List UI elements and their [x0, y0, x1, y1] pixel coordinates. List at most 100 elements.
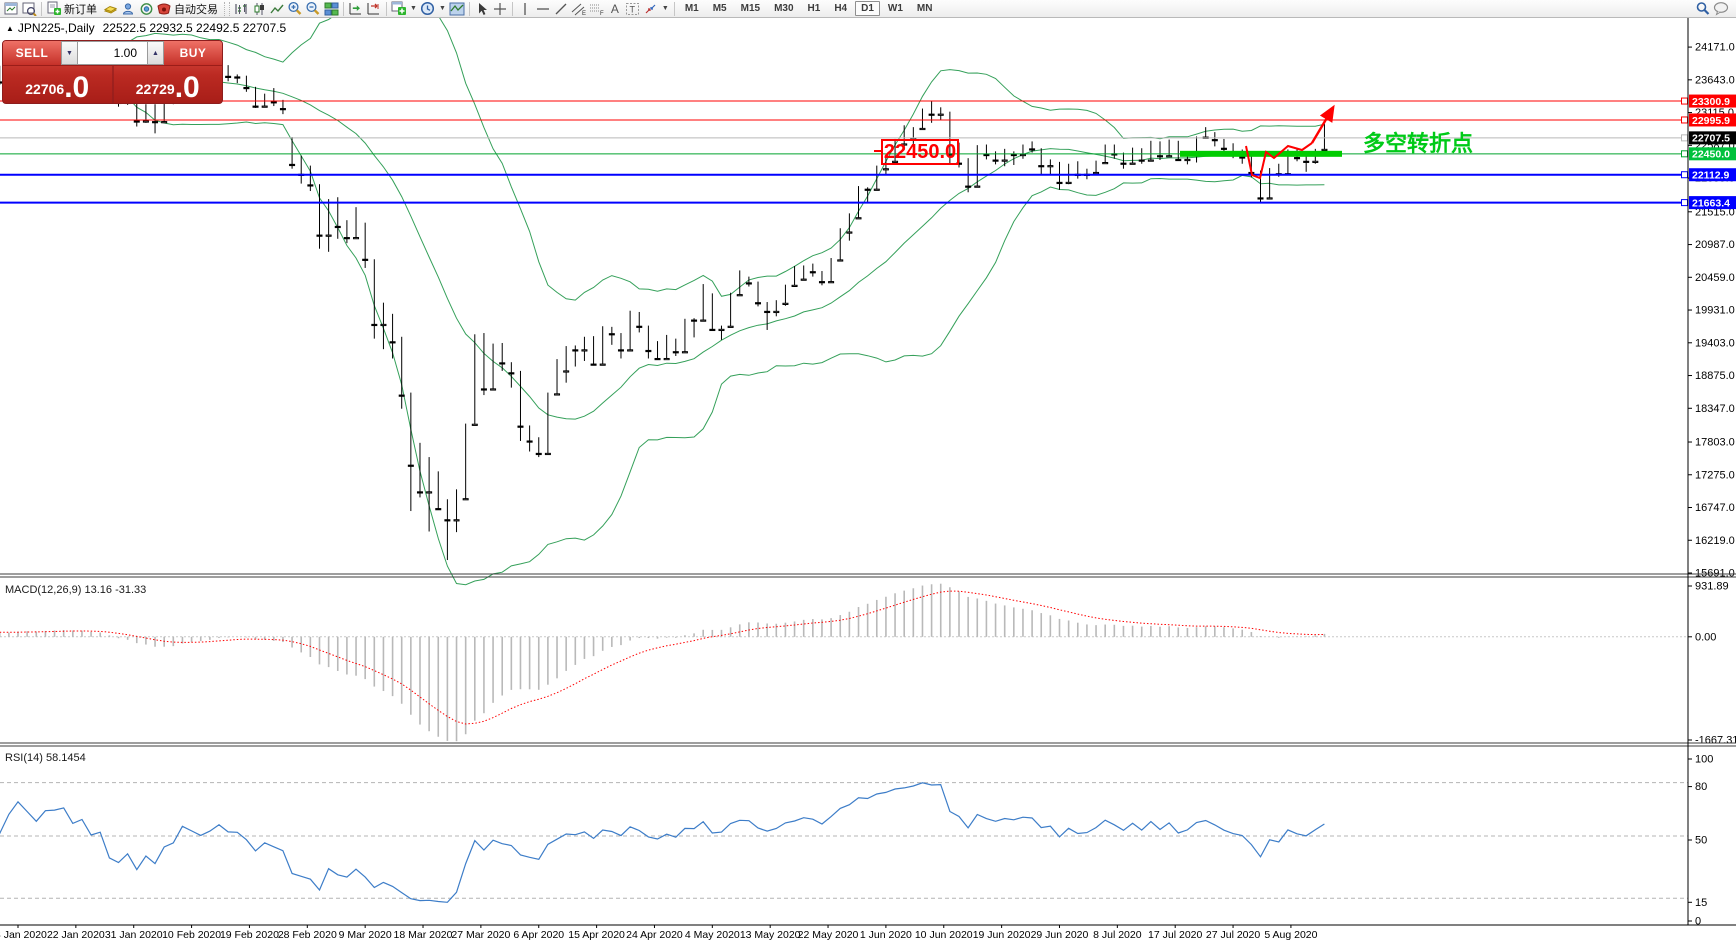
- date-label: 8 Jul 2020: [1093, 929, 1142, 941]
- line-chart-type-button[interactable]: [268, 1, 286, 17]
- price-callout-label: 22450.0: [874, 139, 959, 165]
- date-label: 10 Feb 2020: [162, 929, 221, 941]
- symbol-period-label: JPN225-,Daily: [17, 21, 95, 35]
- rsi-label: RSI(14) 58.1454: [5, 752, 86, 764]
- price-badge: [1689, 94, 1736, 108]
- chart-profile-button[interactable]: [20, 1, 38, 17]
- buy-price-display[interactable]: 22729 .0: [114, 66, 223, 103]
- price-badge: [1689, 147, 1736, 161]
- trendline-tool-button[interactable]: [552, 1, 570, 17]
- price-axis[interactable]: 24171.023643.023115.022587.022059.021515…: [1688, 42, 1736, 928]
- autotrade-button[interactable]: [155, 1, 173, 17]
- rsi-tick: 50: [1695, 835, 1707, 847]
- tile-windows-button[interactable]: [322, 1, 340, 17]
- market-watch-icon[interactable]: [101, 1, 119, 17]
- timeframe-m1[interactable]: M1: [684, 3, 699, 14]
- date-label: 22 May 2020: [798, 929, 859, 941]
- price-tick: 18347.0: [1695, 403, 1735, 415]
- price-badge: [1689, 131, 1736, 145]
- price-tick: 23643.0: [1695, 74, 1735, 86]
- volume-increase-button[interactable]: ▲: [147, 41, 164, 65]
- timeframe-mn[interactable]: MN: [916, 3, 933, 14]
- text-tool-button[interactable]: A: [610, 1, 619, 16]
- buy-price-main: 22729: [135, 81, 175, 97]
- sell-price-fraction: .0: [64, 70, 90, 104]
- bar-chart-type-button[interactable]: [232, 1, 250, 17]
- timeframe-h1[interactable]: H1: [807, 3, 821, 14]
- sell-price-display[interactable]: 22706 .0: [3, 66, 112, 103]
- arrows-tool-caret[interactable]: ▼: [661, 5, 669, 12]
- fibonacci-tool-button[interactable]: F: [588, 1, 606, 17]
- price-tick: 19931.0: [1695, 305, 1735, 317]
- volume-input[interactable]: 1.00: [78, 41, 147, 65]
- timeframe-m5[interactable]: M5: [712, 3, 727, 14]
- news-icon[interactable]: [137, 1, 155, 17]
- price-tick: 16747.0: [1695, 502, 1735, 514]
- timeframe-m15[interactable]: M15: [740, 3, 761, 14]
- search-icon[interactable]: [1694, 1, 1712, 17]
- text-label-tool-button[interactable]: T: [624, 1, 642, 17]
- timeframe-w1[interactable]: W1: [887, 3, 903, 14]
- autotrade-label[interactable]: 自动交易: [174, 3, 218, 16]
- toolbar-separator: [468, 1, 470, 16]
- candles-layer: [0, 50, 1328, 561]
- auto-scroll-button[interactable]: [365, 1, 383, 17]
- period-button[interactable]: [419, 1, 437, 17]
- rsi-tick: 80: [1695, 781, 1707, 793]
- buy-price-fraction: .0: [174, 70, 200, 104]
- rsi-tick: 15: [1695, 897, 1707, 909]
- date-label: 1 Jun 2020: [860, 929, 912, 941]
- macd-tick: 0.00: [1695, 631, 1716, 643]
- sell-price-main: 22706: [25, 81, 65, 97]
- volume-decrease-button[interactable]: ▼: [61, 41, 78, 65]
- price-badge: [1689, 168, 1736, 182]
- price-tick: 24171.0: [1695, 42, 1735, 54]
- chart-canvas[interactable]: 24171.023643.023115.022587.022059.021515…: [0, 18, 1736, 943]
- price-tick: 17275.0: [1695, 469, 1735, 481]
- rsi-pane: [0, 782, 1688, 903]
- candlestick-chart-type-button[interactable]: [250, 1, 268, 17]
- date-label: 24 Apr 2020: [626, 929, 683, 941]
- date-label: 31 Jan 2020: [105, 929, 163, 941]
- price-tick: 19403.0: [1695, 337, 1735, 349]
- add-indicator-button[interactable]: [390, 1, 408, 17]
- new-chart-button[interactable]: [2, 1, 20, 17]
- macd-tick: 931.89: [1695, 581, 1729, 593]
- collapse-arrow-icon[interactable]: ▲: [6, 24, 14, 33]
- zoom-in-button[interactable]: [286, 1, 304, 17]
- crosshair-tool-button[interactable]: [491, 1, 509, 17]
- new-order-button[interactable]: [45, 1, 63, 17]
- timeframe-d1[interactable]: D1: [855, 1, 880, 16]
- date-label: 28 Feb 2020: [278, 929, 337, 941]
- date-label: 27 Jul 2020: [1206, 929, 1260, 941]
- add-indicator-caret[interactable]: ▼: [410, 5, 417, 12]
- chart-shift-button[interactable]: [347, 1, 365, 17]
- date-label: 4 May 2020: [685, 929, 740, 941]
- vertical-line-tool-button[interactable]: [516, 1, 534, 17]
- toolbar: 新订单 自动交易 ▼ ▼ E F A T ▼ M1 M5 M1: [0, 0, 1736, 18]
- timeframe-m30[interactable]: M30: [774, 3, 794, 14]
- toolbar-separator: [511, 1, 513, 16]
- signals-icon[interactable]: [119, 1, 137, 17]
- cursor-tool-button[interactable]: [473, 1, 491, 17]
- price-tick: 20987.0: [1695, 239, 1735, 251]
- svg-text:F: F: [600, 11, 604, 16]
- date-label: 13 Jan 2020: [0, 929, 47, 941]
- new-order-label[interactable]: 新订单: [64, 3, 97, 16]
- equidistant-channel-tool-button[interactable]: E: [570, 1, 588, 17]
- svg-text:T: T: [630, 4, 636, 14]
- date-label: 18 Mar 2020: [394, 929, 453, 941]
- price-tick: 17803.0: [1695, 437, 1735, 449]
- horizontal-line-tool-button[interactable]: [534, 1, 552, 17]
- template-button[interactable]: [448, 1, 466, 17]
- sell-button[interactable]: SELL: [3, 41, 61, 65]
- arrows-tool-button[interactable]: [642, 1, 660, 17]
- period-caret[interactable]: ▼: [438, 5, 446, 12]
- timeframe-h4[interactable]: H4: [834, 3, 848, 14]
- price-badge: [1689, 196, 1736, 210]
- chat-icon[interactable]: [1712, 1, 1730, 17]
- zoom-out-button[interactable]: [304, 1, 322, 17]
- buy-button[interactable]: BUY: [164, 41, 222, 65]
- price-badge: [1689, 113, 1736, 127]
